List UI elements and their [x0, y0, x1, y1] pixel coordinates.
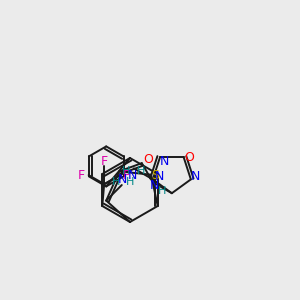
Text: F: F [123, 169, 130, 182]
Text: N: N [191, 170, 200, 183]
Text: F: F [78, 169, 85, 182]
Text: H: H [136, 167, 145, 176]
Text: S: S [151, 169, 159, 182]
Text: H: H [158, 186, 166, 196]
Text: N: N [118, 172, 128, 185]
Text: O: O [143, 153, 153, 166]
Text: N: N [155, 169, 164, 182]
Text: N: N [150, 179, 160, 192]
Text: H: H [112, 177, 120, 187]
Text: O: O [185, 151, 194, 164]
Text: N: N [128, 169, 137, 182]
Text: H: H [126, 177, 134, 187]
Text: N: N [159, 154, 169, 167]
Text: H: H [122, 167, 130, 176]
Text: F: F [100, 154, 108, 168]
